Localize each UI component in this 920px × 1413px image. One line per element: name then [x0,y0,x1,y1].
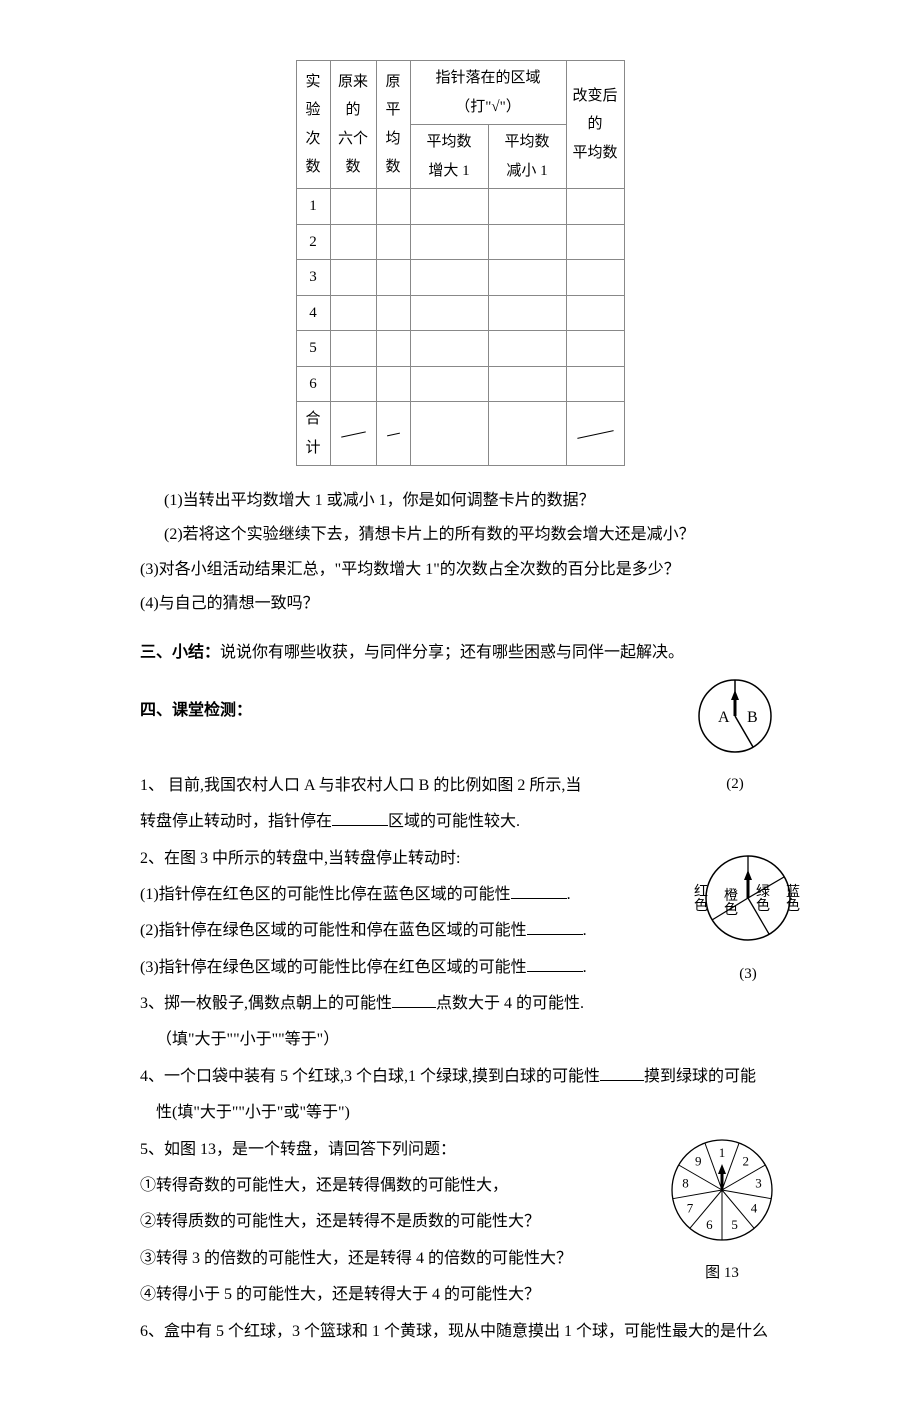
table-row: 6 [296,366,624,402]
q1-line-b: 转盘停止转动时，指针停在 区域的可能性较大. [140,807,780,837]
q1-line-a: 1、 目前,我国农村人口 A 与非农村人口 B 的比例如图 2 所示,当 [140,771,780,801]
svg-text:1: 1 [719,1145,726,1160]
section4-heading: 四、课堂检测： [140,696,780,726]
hdr-region-sub: （打"√"） [455,99,520,115]
figure-2: A B (2) [690,676,780,799]
fig3-orange-b: 色 [724,901,738,918]
slash-icon [571,423,620,445]
q2-intro: 2、在图 3 中所示的转盘中,当转盘停止转动时: [140,844,780,874]
hdr-idx-bot: 次数 [305,131,320,176]
svg-text:9: 9 [695,1153,702,1168]
fig3-caption: (3) [688,960,808,989]
q4-line: 4、一个口袋中装有 5 个红球,3 个白球,1 个绿球,摸到白球的可能性摸到绿球… [140,1062,780,1092]
table-header-row: 实验次数 原来的六个数 原平均数 指针落在的区域（打"√"） 改变后的平均数 [296,61,624,125]
hdr-new-top: 改变后的 [572,88,617,133]
svg-text:4: 4 [751,1200,758,1215]
section3-heading: 三、小结：说说你有哪些收获，与同伴分享；还有哪些困惑与同伴一起解决。 [140,638,780,668]
table-row-total: 合计 [296,402,624,466]
spinner-9-icon: 1 23 45 67 89 [664,1135,780,1245]
blank-input[interactable] [527,954,583,972]
fig3-green-a: 绿 [756,884,770,900]
blank-input[interactable] [600,1063,644,1081]
hdr-new-bot: 平均数 [572,145,617,161]
q2-3: (3)指针停在绿色区域的可能性比停在红色区域的可能性. [140,953,780,983]
blank-input[interactable] [332,809,388,827]
svg-text:3: 3 [755,1175,762,1190]
slash-icon [381,423,406,445]
fig2-caption: (2) [690,770,780,799]
fig13-caption: 图 13 [664,1259,780,1288]
table-row: 4 [296,295,624,331]
svg-text:7: 7 [687,1200,694,1215]
q2-2: (2)指针停在绿色区域的可能性和停在蓝色区域的可能性. [140,916,780,946]
fig2-label-a: A [718,709,730,726]
section3-heading-text: 三、小结： [140,644,220,661]
after-table-q3: (3)对各小组活动结果汇总，"平均数增大 1"的次数占全次数的百分比是多少？ [140,555,780,585]
fig3-red-a: 红 [694,884,708,900]
svg-text:5: 5 [731,1216,738,1231]
fig3-blue-b: 色 [786,897,800,914]
figure-13: 1 23 45 67 89 图 13 [664,1135,780,1288]
fig3-orange-a: 橙 [724,888,738,904]
blank-input[interactable] [511,881,567,899]
q4-hint: 性(填"大于""小于"或"等于") [140,1098,780,1128]
svg-text:6: 6 [706,1216,713,1231]
after-table-q1: (1)当转出平均数增大 1 或减小 1，你是如何调整卡片的数据？ [140,486,780,516]
fig3-red-b: 色 [694,897,708,914]
hdr-dec-bot: 减小 1 [506,163,547,179]
fig3-blue-a: 蓝 [786,884,800,900]
row-label: 合计 [296,402,330,466]
table-row: 1 [296,189,624,225]
row-label: 3 [296,260,330,296]
table-row: 2 [296,224,624,260]
q6-line: 6、盒中有 5 个红球，3 个篮球和 1 个黄球，现从中随意摸出 1 个球，可能… [140,1317,780,1347]
blank-input[interactable] [392,990,436,1008]
hdr-avg-bot: 均数 [385,131,400,176]
after-table-q2: (2)若将这个实验继续下去，猜想卡片上的所有数的平均数会增大还是减小？ [140,520,780,550]
hdr-dec-top: 平均数 [504,134,549,150]
hdr-six-top: 原来的 [338,74,368,119]
hdr-region-title: 指针落在的区域 [435,70,540,86]
row-label: 4 [296,295,330,331]
hdr-six-bot: 六个数 [338,131,368,176]
slash-icon [335,423,372,445]
row-label: 2 [296,224,330,260]
hdr-inc-bot: 增大 1 [428,163,469,179]
q2-1: (1)指针停在红色区的可能性比停在蓝色区域的可能性. [140,880,780,910]
q3-line: 3、掷一枚骰子,偶数点朝上的可能性点数大于 4 的可能性. [140,989,780,1019]
svg-text:2: 2 [743,1153,750,1168]
q3-hint: （填"大于""小于""等于"） [140,1025,780,1055]
blank-input[interactable] [527,918,583,936]
table-row: 5 [296,331,624,367]
section3-text: 说说你有哪些收获，与同伴分享；还有哪些困惑与同伴一起解决。 [220,644,684,661]
hdr-idx-top: 实验 [305,74,320,119]
after-table-q4: (4)与自己的猜想一致吗？ [140,589,780,619]
spinner-ab-icon: A B [690,676,780,756]
row-label: 1 [296,189,330,225]
table-row: 3 [296,260,624,296]
row-label: 5 [296,331,330,367]
q1b-suffix: 区域的可能性较大. [388,813,520,830]
hdr-inc-top: 平均数 [426,134,471,150]
experiment-table: 实验次数 原来的六个数 原平均数 指针落在的区域 （打"√"） 改变后的平均数 平… [296,60,625,466]
fig2-label-b: B [747,709,758,726]
figure-3: 红 色 橙 色 绿 色 蓝 色 (3) [688,850,808,989]
spinner-colors-icon: 红 色 橙 色 绿 色 蓝 色 [688,850,808,946]
svg-text:8: 8 [682,1175,689,1190]
q1b-prefix: 转盘停止转动时，指针停在 [140,813,332,830]
fig3-green-b: 色 [756,897,770,914]
row-label: 6 [296,366,330,402]
hdr-avg-top: 原平 [385,74,400,119]
